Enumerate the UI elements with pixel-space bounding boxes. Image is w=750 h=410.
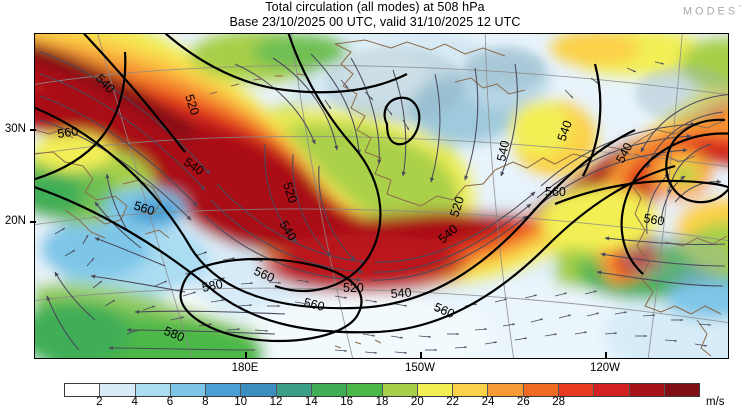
colorbar-segment <box>664 384 700 396</box>
lon-tick-120w <box>605 352 607 358</box>
map-plot-area[interactable]: 540 520 560 540 560 520 540 560 560 520 … <box>34 33 729 359</box>
colorbar-segment <box>347 384 383 396</box>
lat-label-30n: 30N <box>4 123 26 135</box>
colorbar-segment <box>382 384 418 396</box>
wind-vector-layer <box>35 34 728 358</box>
modes-logo: MODES° <box>683 5 741 18</box>
contour-label-540: 540 <box>390 286 412 301</box>
contour-label-560: 560 <box>545 185 566 199</box>
contour-label-560: 560 <box>252 264 277 285</box>
colorbar-tick: 12 <box>269 396 283 408</box>
colorbar-tick: 26 <box>516 396 530 408</box>
colorbar-tick-labels: 2 4 6 8 10 12 14 16 18 20 22 24 26 28 <box>64 396 700 410</box>
colorbar-tick: 8 <box>202 396 209 408</box>
colorbar-segment <box>241 384 277 396</box>
colorbar-tick: 22 <box>446 396 460 408</box>
colorbar-segment <box>523 384 559 396</box>
contour-label-540: 540 <box>93 71 118 96</box>
lon-label-180e: 180E <box>231 362 259 374</box>
contour-label-540: 540 <box>276 218 299 243</box>
contour-label-580: 580 <box>162 324 187 345</box>
colorbar-segment <box>629 384 665 396</box>
colorbar-segment <box>594 384 630 396</box>
colorbar-segment <box>65 384 101 396</box>
colorbar-tick: 6 <box>166 396 174 408</box>
windspeed-heatmap-layer <box>35 34 728 358</box>
chart-title: Total circulation (all modes) at 508 hPa <box>265 0 485 14</box>
colorbar-segment <box>206 384 242 396</box>
colorbar-segment <box>100 384 136 396</box>
lat-label-20n: 20N <box>4 215 26 227</box>
colorbar-tick: 20 <box>410 396 424 408</box>
contour-label-560: 560 <box>302 295 326 314</box>
colorbar-segment <box>453 384 489 396</box>
colorbar-segment <box>170 384 207 396</box>
colorbar-unit-label: m/s <box>706 396 725 408</box>
map-coastlines-layer <box>35 34 728 358</box>
contour-label-540: 540 <box>181 155 206 178</box>
colorbar-segment <box>558 384 595 396</box>
geopotential-contour-layer <box>35 34 728 358</box>
colorbar-tick: 10 <box>234 396 248 408</box>
lat-tick-20n <box>30 221 36 223</box>
colorbar-segment <box>311 384 348 396</box>
contour-label-520: 520 <box>280 181 300 205</box>
colorbar-segment <box>417 384 454 396</box>
colorbar-tick: 4 <box>131 396 138 408</box>
lon-tick-180e <box>245 352 247 358</box>
contour-label-540: 540 <box>613 140 635 165</box>
colorbar-tick: 18 <box>375 396 389 408</box>
contour-label-520: 520 <box>343 281 364 295</box>
lon-tick-150w <box>420 352 422 358</box>
colorbar-tick: 24 <box>481 396 495 408</box>
contour-label-560: 560 <box>432 300 457 321</box>
chart-title-block: Total circulation (all modes) at 508 hPa… <box>0 0 750 30</box>
lat-tick-30n <box>30 129 36 131</box>
colorbar-tick: 28 <box>552 396 566 408</box>
contour-label-560: 560 <box>132 199 156 219</box>
brand-text: MODES <box>682 5 739 18</box>
colorbar-tick: 16 <box>340 396 354 408</box>
chart-subtitle: Base 23/10/2025 00 UTC, valid 31/10/2025… <box>229 15 521 29</box>
contour-label-540: 540 <box>494 139 512 162</box>
colorbar-tick: 14 <box>304 396 318 408</box>
lon-label-120w: 120W <box>589 362 621 374</box>
lon-label-150w: 150W <box>404 362 436 374</box>
contour-label-580: 580 <box>201 277 224 295</box>
colorbar-tick: 2 <box>96 396 103 408</box>
brand-mark-icon: ° <box>738 5 741 12</box>
contour-label-540: 540 <box>436 222 461 246</box>
contour-label-560: 560 <box>56 124 79 141</box>
colorbar-segment <box>488 384 524 396</box>
contour-label-layer: 540 520 560 540 560 520 540 560 560 520 … <box>35 34 728 358</box>
colorbar-segment <box>276 384 312 396</box>
contour-label-520: 520 <box>447 195 467 219</box>
colorbar-segment <box>135 384 171 396</box>
contour-label-520: 520 <box>182 93 202 117</box>
contour-label-540: 540 <box>555 119 575 143</box>
contour-label-560: 560 <box>642 211 665 228</box>
colorbar[interactable] <box>64 383 700 397</box>
